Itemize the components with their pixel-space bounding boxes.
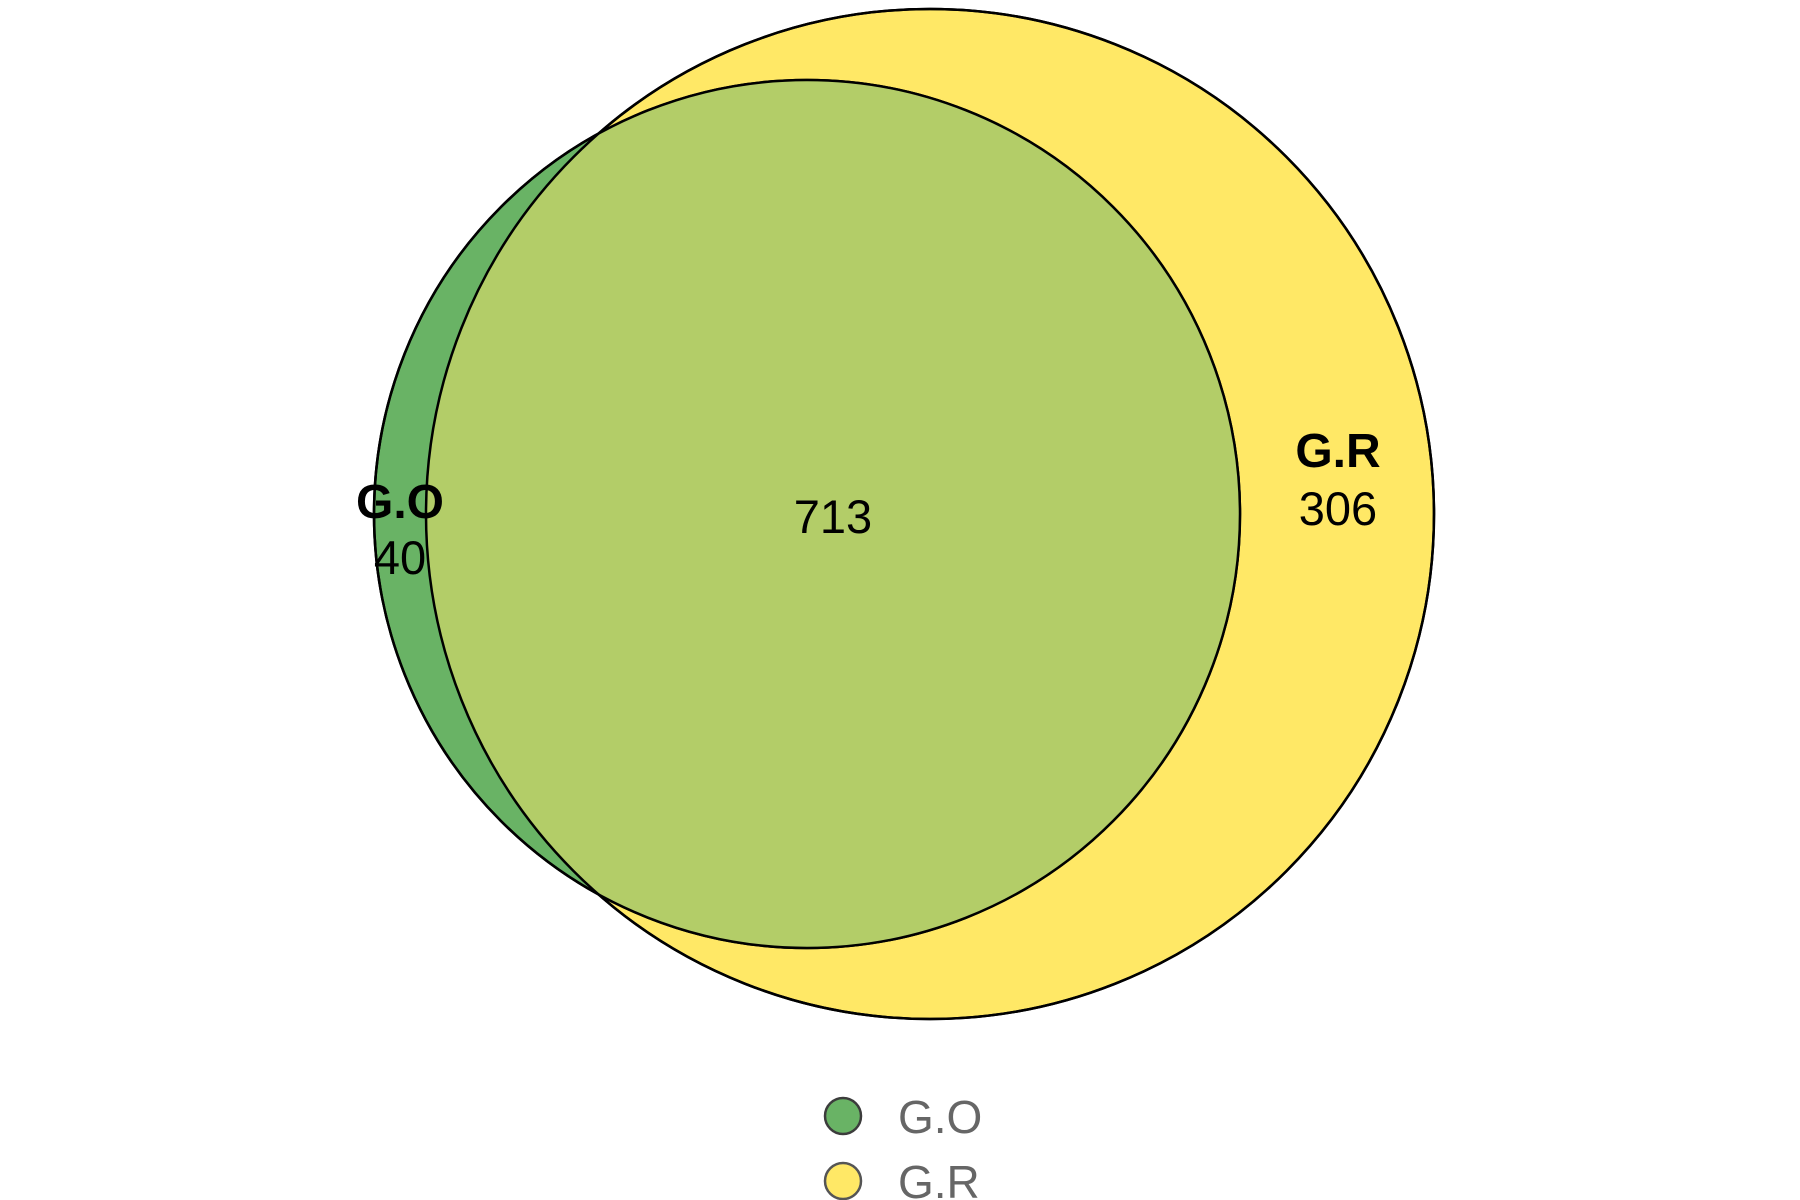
set-go-only-count: 40 xyxy=(374,531,426,584)
legend-item-go: G.O xyxy=(823,1091,982,1143)
set-go-outline xyxy=(372,78,1242,950)
legend-label-gr: G.R xyxy=(898,1156,980,1200)
set-go-label: G.O xyxy=(356,476,444,529)
legend-swatch-gr xyxy=(823,1161,863,1200)
set-gr-label: G.R xyxy=(1295,425,1380,478)
legend-label-go: G.O xyxy=(898,1091,982,1143)
legend-swatch-go xyxy=(823,1096,863,1136)
set-gr-only-count: 306 xyxy=(1299,482,1377,535)
legend-item-gr: G.R xyxy=(823,1156,980,1200)
intersection-count: 713 xyxy=(794,490,872,543)
set-gr-outline xyxy=(424,7,1436,1021)
legend: G.O G.R xyxy=(823,1091,982,1200)
